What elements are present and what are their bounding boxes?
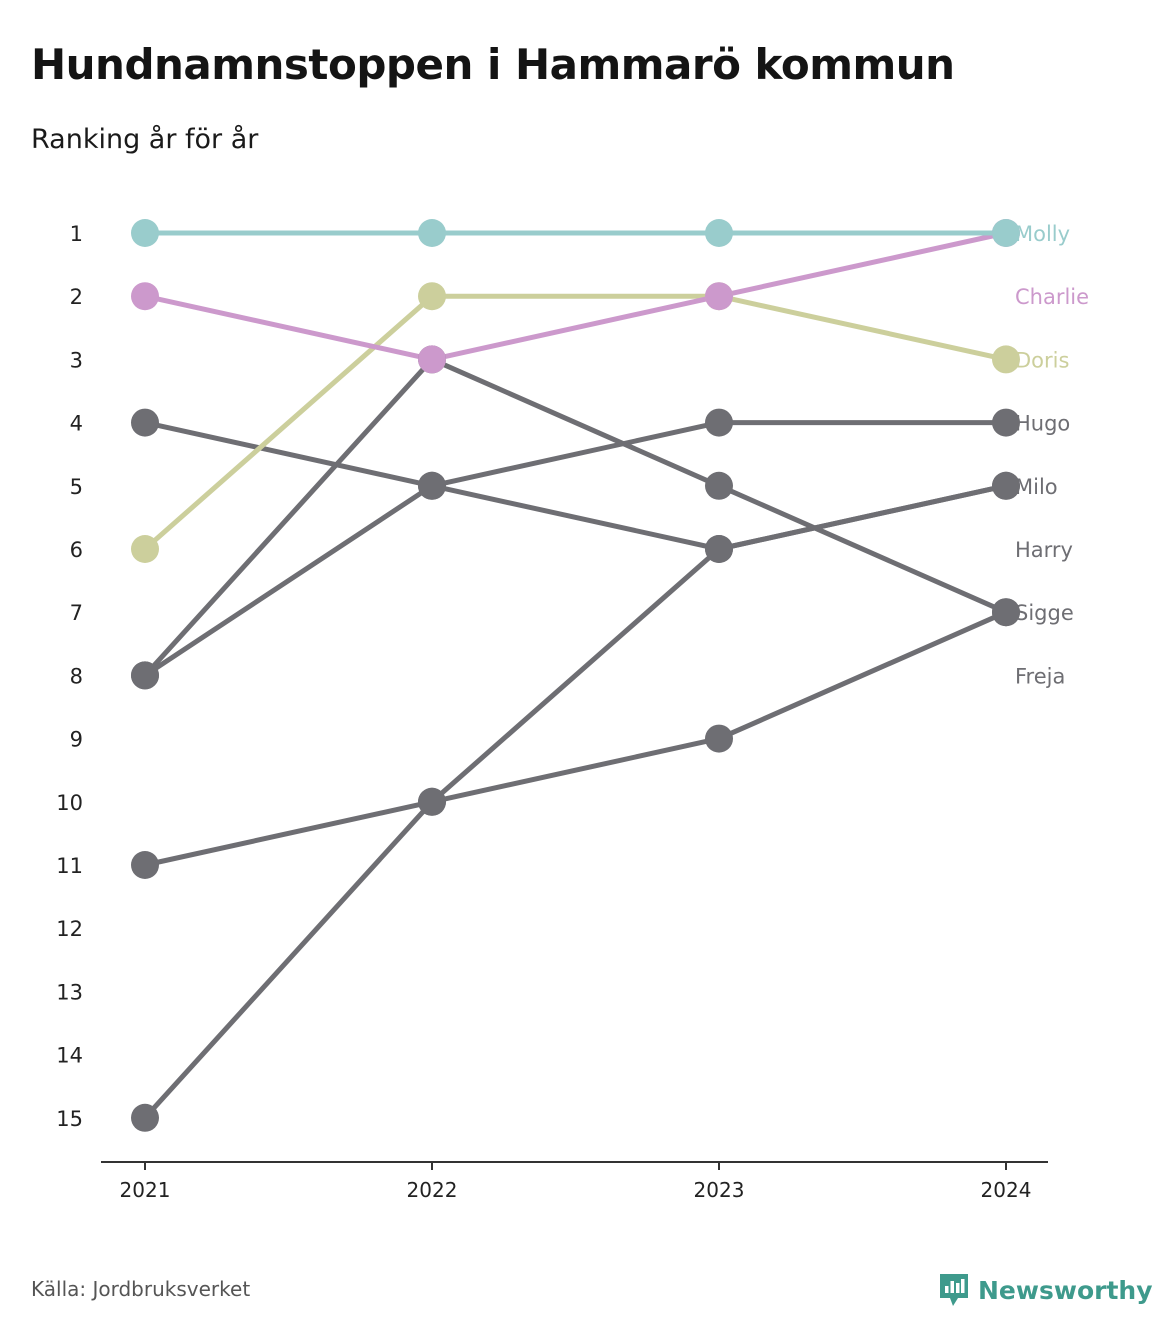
point-hugo-2022 [418,471,446,500]
point-charlie-2021 [131,282,159,311]
end-label-harry: Harry [1015,538,1073,562]
series-line-doris [142,293,1009,552]
y-tick-label: 4 [70,412,83,436]
y-tick-label: 12 [56,917,83,941]
point-hugo-2024 [992,408,1020,437]
end-label-molly: Molly [1015,222,1070,246]
point-doris-2021 [131,535,159,563]
y-tick-label: 6 [70,538,83,562]
end-label-charlie: Charlie [1015,285,1089,309]
point-molly-2021 [131,219,159,247]
y-tick-label: 10 [56,791,83,815]
source-note: Källa: Jordbruksverket [31,1277,251,1301]
x-tick-label: 2023 [694,1178,745,1202]
y-tick-label: 1 [70,222,83,246]
point-molly-2022 [418,219,446,247]
chart-subtitle: Ranking år för år [31,124,259,155]
point-sigge-2023 [705,471,733,500]
series-line-freja [142,483,1009,1121]
y-tick-label: 3 [70,348,83,372]
point-doris-2022 [418,282,446,311]
y-tick-label: 11 [56,854,83,878]
point-milo-2023 [705,535,733,563]
newsworthy-logo-icon [940,1274,968,1306]
y-tick-label: 9 [70,728,83,752]
end-label-doris: Doris [1015,348,1069,372]
y-tick-label: 5 [70,475,83,499]
point-hugo-2023 [705,408,733,437]
x-tick-label: 2022 [407,1178,458,1202]
point-doris-2024 [992,345,1020,374]
series-line-charlie [142,230,1009,362]
point-molly-2023 [705,219,733,247]
series-line-hugo [142,420,1009,678]
series-line-harry [142,609,1009,868]
series-line-sigge [142,356,1009,678]
point-milo-2024 [992,471,1020,500]
point-molly-2024 [992,219,1020,247]
point-freja-2021 [131,1103,159,1132]
y-tick-label: 7 [70,601,83,625]
y-tick-label: 14 [56,1044,83,1068]
point-charlie-2023 [705,282,733,311]
brand-logo[interactable]: Newsworthy [938,1272,1153,1308]
y-tick-label: 13 [56,980,83,1004]
point-milo-2021 [131,408,159,437]
end-label-freja: Freja [1015,664,1065,688]
end-label-sigge: Sigge [1015,601,1074,625]
point-harry-2021 [131,851,159,879]
series-line-milo [142,420,1009,552]
point-harry-2023 [705,724,733,753]
point-charlie-2022 [418,345,446,374]
y-tick-label: 15 [56,1107,83,1131]
y-tick-label: 8 [70,664,83,688]
x-tick-label: 2024 [981,1178,1032,1202]
end-label-milo: Milo [1015,475,1058,499]
x-tick-label: 2021 [120,1178,171,1202]
point-hugo-2021 [131,661,159,690]
end-label-hugo: Hugo [1015,412,1070,436]
brand-name: Newsworthy [978,1275,1153,1305]
point-sigge-2024 [992,598,1020,627]
chart-title: Hundnamnstoppen i Hammarö kommun [31,40,955,89]
point-harry-2022 [418,787,446,816]
y-tick-label: 2 [70,285,83,309]
